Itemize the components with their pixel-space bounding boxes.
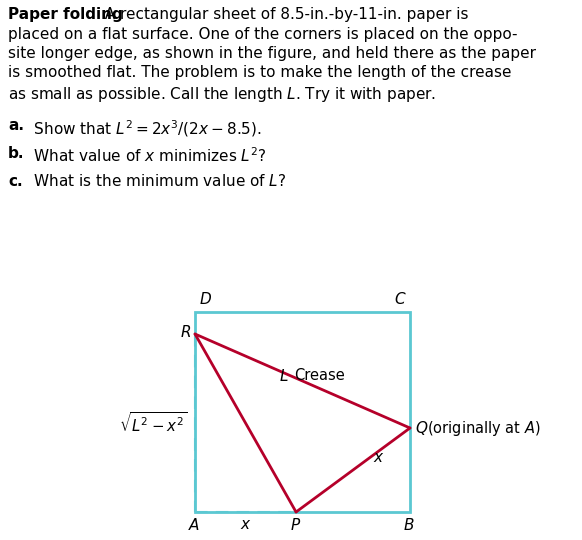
Text: $L$: $L$: [279, 368, 289, 384]
Text: as small as possible. Call the length $L$. Try it with paper.: as small as possible. Call the length $L…: [8, 85, 436, 104]
Text: $x$: $x$: [240, 517, 251, 532]
Text: $Q$: $Q$: [415, 419, 428, 437]
Text: (originally at $A$): (originally at $A$): [427, 418, 541, 437]
Text: is smoothed flat. The problem is to make the length of the crease: is smoothed flat. The problem is to make…: [8, 65, 512, 80]
Text: Paper folding: Paper folding: [8, 7, 123, 22]
Text: $A$: $A$: [188, 517, 200, 533]
Text: $R$: $R$: [180, 324, 191, 340]
Text: Crease: Crease: [294, 368, 345, 383]
Text: b.: b.: [8, 146, 24, 161]
Text: $x$: $x$: [372, 450, 384, 465]
Text: Show that $L^2 = 2x^3/(2x - 8.5)$.: Show that $L^2 = 2x^3/(2x - 8.5)$.: [24, 118, 262, 139]
Text: $B$: $B$: [403, 517, 415, 533]
Text: What value of $x$ minimizes $L^2$?: What value of $x$ minimizes $L^2$?: [24, 146, 267, 165]
Text: A rectangular sheet of 8.5-in.-by-11-in. paper is: A rectangular sheet of 8.5-in.-by-11-in.…: [95, 7, 469, 22]
Text: site longer edge, as shown in the figure, and held there as the paper: site longer edge, as shown in the figure…: [8, 46, 536, 61]
Text: $D$: $D$: [199, 291, 212, 307]
Text: placed on a flat surface. One of the corners is placed on the oppo-: placed on a flat surface. One of the cor…: [8, 26, 517, 42]
Text: What is the minimum value of $L$?: What is the minimum value of $L$?: [24, 173, 286, 190]
Text: $P$: $P$: [290, 517, 301, 533]
Text: a.: a.: [8, 118, 24, 133]
Text: $C$: $C$: [395, 291, 407, 307]
Text: c.: c.: [8, 173, 23, 188]
Text: $\sqrt{L^2-x^2}$: $\sqrt{L^2-x^2}$: [119, 411, 187, 435]
